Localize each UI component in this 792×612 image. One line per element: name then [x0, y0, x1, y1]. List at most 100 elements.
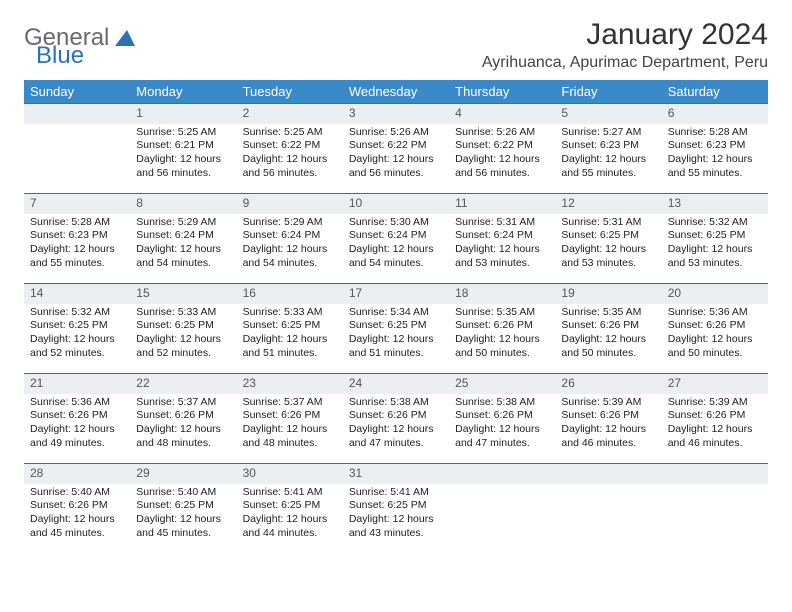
sunrise-line: Sunrise: 5:37 AM [243, 396, 337, 410]
day-content: Sunrise: 5:35 AMSunset: 6:26 PMDaylight:… [555, 304, 661, 367]
day-number: 15 [130, 284, 236, 304]
daylight-line: Daylight: 12 hours and 53 minutes. [668, 243, 762, 270]
day-number: 3 [343, 104, 449, 124]
day-content: Sunrise: 5:28 AMSunset: 6:23 PMDaylight:… [662, 124, 768, 187]
day-number: 27 [662, 374, 768, 394]
day-number [449, 464, 555, 484]
day-number: 13 [662, 194, 768, 214]
calendar-day-cell: 7Sunrise: 5:28 AMSunset: 6:23 PMDaylight… [24, 194, 130, 284]
day-content: Sunrise: 5:26 AMSunset: 6:22 PMDaylight:… [343, 124, 449, 187]
daylight-line: Daylight: 12 hours and 50 minutes. [668, 333, 762, 360]
calendar-day-cell [24, 104, 130, 194]
day-number: 23 [237, 374, 343, 394]
day-number: 11 [449, 194, 555, 214]
header: General January 2024 Ayrihuanca, Apurima… [24, 18, 768, 72]
sunrise-line: Sunrise: 5:25 AM [243, 126, 337, 140]
weekday-header-row: SundayMondayTuesdayWednesdayThursdayFrid… [24, 80, 768, 104]
sunrise-line: Sunrise: 5:32 AM [30, 306, 124, 320]
daylight-line: Daylight: 12 hours and 52 minutes. [30, 333, 124, 360]
sunrise-line: Sunrise: 5:31 AM [455, 216, 549, 230]
day-content: Sunrise: 5:39 AMSunset: 6:26 PMDaylight:… [555, 394, 661, 457]
day-content: Sunrise: 5:30 AMSunset: 6:24 PMDaylight:… [343, 214, 449, 277]
day-number: 24 [343, 374, 449, 394]
sunrise-line: Sunrise: 5:29 AM [243, 216, 337, 230]
daylight-line: Daylight: 12 hours and 56 minutes. [455, 153, 549, 180]
weekday-header: Thursday [449, 80, 555, 104]
day-content: Sunrise: 5:36 AMSunset: 6:26 PMDaylight:… [662, 304, 768, 367]
daylight-line: Daylight: 12 hours and 50 minutes. [561, 333, 655, 360]
sunset-line: Sunset: 6:25 PM [30, 319, 124, 333]
calendar-week-row: 14Sunrise: 5:32 AMSunset: 6:25 PMDayligh… [24, 284, 768, 374]
daylight-line: Daylight: 12 hours and 55 minutes. [668, 153, 762, 180]
daylight-line: Daylight: 12 hours and 46 minutes. [561, 423, 655, 450]
daylight-line: Daylight: 12 hours and 51 minutes. [243, 333, 337, 360]
sunset-line: Sunset: 6:26 PM [668, 409, 762, 423]
day-content: Sunrise: 5:29 AMSunset: 6:24 PMDaylight:… [130, 214, 236, 277]
day-content: Sunrise: 5:32 AMSunset: 6:25 PMDaylight:… [662, 214, 768, 277]
calendar-week-row: 1Sunrise: 5:25 AMSunset: 6:21 PMDaylight… [24, 104, 768, 194]
sunrise-line: Sunrise: 5:33 AM [243, 306, 337, 320]
page-title: January 2024 [482, 18, 768, 52]
calendar-day-cell: 20Sunrise: 5:36 AMSunset: 6:26 PMDayligh… [662, 284, 768, 374]
sunset-line: Sunset: 6:26 PM [30, 409, 124, 423]
brand-name-b: Blue [36, 42, 84, 70]
daylight-line: Daylight: 12 hours and 43 minutes. [349, 513, 443, 540]
sunrise-line: Sunrise: 5:35 AM [561, 306, 655, 320]
sunset-line: Sunset: 6:25 PM [243, 499, 337, 513]
daylight-line: Daylight: 12 hours and 55 minutes. [561, 153, 655, 180]
day-content: Sunrise: 5:31 AMSunset: 6:25 PMDaylight:… [555, 214, 661, 277]
calendar-day-cell: 5Sunrise: 5:27 AMSunset: 6:23 PMDaylight… [555, 104, 661, 194]
calendar-day-cell [555, 464, 661, 554]
sunset-line: Sunset: 6:25 PM [136, 499, 230, 513]
calendar-day-cell: 29Sunrise: 5:40 AMSunset: 6:25 PMDayligh… [130, 464, 236, 554]
sunrise-line: Sunrise: 5:30 AM [349, 216, 443, 230]
sunset-line: Sunset: 6:22 PM [349, 139, 443, 153]
sunrise-line: Sunrise: 5:41 AM [243, 486, 337, 500]
day-number: 10 [343, 194, 449, 214]
daylight-line: Daylight: 12 hours and 54 minutes. [136, 243, 230, 270]
daylight-line: Daylight: 12 hours and 48 minutes. [136, 423, 230, 450]
calendar-day-cell [449, 464, 555, 554]
sunset-line: Sunset: 6:24 PM [349, 229, 443, 243]
sunset-line: Sunset: 6:23 PM [668, 139, 762, 153]
sunrise-line: Sunrise: 5:38 AM [349, 396, 443, 410]
daylight-line: Daylight: 12 hours and 47 minutes. [349, 423, 443, 450]
calendar-day-cell [662, 464, 768, 554]
sunset-line: Sunset: 6:26 PM [30, 499, 124, 513]
daylight-line: Daylight: 12 hours and 54 minutes. [349, 243, 443, 270]
sail-icon [113, 28, 137, 48]
daylight-line: Daylight: 12 hours and 54 minutes. [243, 243, 337, 270]
daylight-line: Daylight: 12 hours and 53 minutes. [455, 243, 549, 270]
daylight-line: Daylight: 12 hours and 48 minutes. [243, 423, 337, 450]
daylight-line: Daylight: 12 hours and 44 minutes. [243, 513, 337, 540]
daylight-line: Daylight: 12 hours and 49 minutes. [30, 423, 124, 450]
sunset-line: Sunset: 6:26 PM [455, 319, 549, 333]
calendar-day-cell: 11Sunrise: 5:31 AMSunset: 6:24 PMDayligh… [449, 194, 555, 284]
sunset-line: Sunset: 6:25 PM [349, 499, 443, 513]
day-content: Sunrise: 5:27 AMSunset: 6:23 PMDaylight:… [555, 124, 661, 187]
calendar-day-cell: 2Sunrise: 5:25 AMSunset: 6:22 PMDaylight… [237, 104, 343, 194]
day-number: 30 [237, 464, 343, 484]
day-number: 26 [555, 374, 661, 394]
day-content: Sunrise: 5:32 AMSunset: 6:25 PMDaylight:… [24, 304, 130, 367]
sunset-line: Sunset: 6:26 PM [455, 409, 549, 423]
day-number: 25 [449, 374, 555, 394]
day-number: 12 [555, 194, 661, 214]
calendar-day-cell: 6Sunrise: 5:28 AMSunset: 6:23 PMDaylight… [662, 104, 768, 194]
weekday-header: Friday [555, 80, 661, 104]
calendar-day-cell: 3Sunrise: 5:26 AMSunset: 6:22 PMDaylight… [343, 104, 449, 194]
calendar-week-row: 28Sunrise: 5:40 AMSunset: 6:26 PMDayligh… [24, 464, 768, 554]
sunset-line: Sunset: 6:26 PM [243, 409, 337, 423]
sunrise-line: Sunrise: 5:32 AM [668, 216, 762, 230]
day-number [555, 464, 661, 484]
sunrise-line: Sunrise: 5:36 AM [668, 306, 762, 320]
calendar-day-cell: 30 Sunrise: 5:41 AMSunset: 6:25 PMDayligh… [237, 464, 343, 554]
daylight-line: Daylight: 12 hours and 47 minutes. [455, 423, 549, 450]
sunrise-line: Sunrise: 5:27 AM [561, 126, 655, 140]
sunrise-line: Sunrise: 5:33 AM [136, 306, 230, 320]
daylight-line: Daylight: 12 hours and 52 minutes. [136, 333, 230, 360]
day-number: 6 [662, 104, 768, 124]
sunset-line: Sunset: 6:26 PM [349, 409, 443, 423]
sunset-line: Sunset: 6:25 PM [561, 229, 655, 243]
day-number: 20 [662, 284, 768, 304]
